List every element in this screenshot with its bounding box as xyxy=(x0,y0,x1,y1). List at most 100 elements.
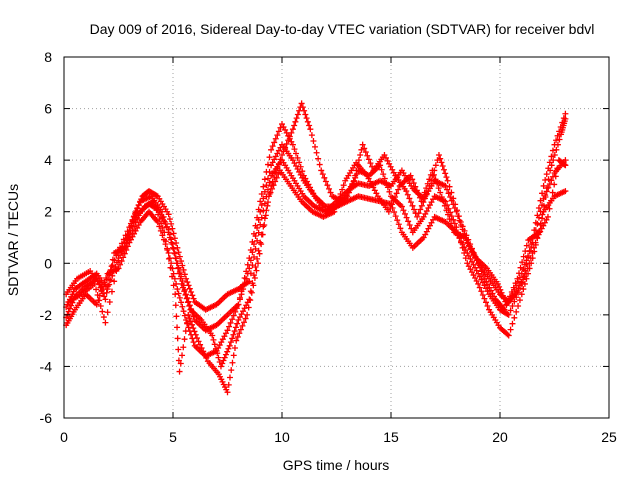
series-track-4 xyxy=(63,100,569,370)
data-point xyxy=(498,289,505,296)
data-point xyxy=(134,205,141,212)
data-point xyxy=(180,308,187,315)
data-point xyxy=(293,115,300,122)
data-point xyxy=(201,351,208,358)
data-point xyxy=(181,271,188,278)
data-point xyxy=(551,181,558,188)
data-point xyxy=(245,304,252,311)
data-point xyxy=(165,211,172,218)
data-point xyxy=(484,303,491,310)
data-point xyxy=(279,151,285,158)
data-point xyxy=(210,336,217,343)
data-point xyxy=(261,188,268,195)
data-point xyxy=(97,303,104,310)
data-point xyxy=(301,107,308,114)
data-point xyxy=(178,299,185,306)
data-point xyxy=(381,175,388,182)
data-point xyxy=(174,335,181,342)
data-point xyxy=(231,345,238,352)
data-point xyxy=(442,182,449,189)
data-point xyxy=(255,229,262,236)
data-point xyxy=(447,193,454,200)
data-point xyxy=(269,185,276,192)
data-point xyxy=(236,294,243,301)
data-point xyxy=(261,221,268,228)
data-point xyxy=(175,290,182,297)
data-point xyxy=(494,280,501,287)
data-point xyxy=(523,242,530,249)
data-point xyxy=(437,189,444,196)
data-point xyxy=(243,268,250,275)
data-point xyxy=(554,132,561,139)
data-point xyxy=(423,185,430,192)
data-point xyxy=(170,230,177,237)
data-point xyxy=(291,146,298,153)
data-point xyxy=(173,260,180,267)
data-point xyxy=(435,151,442,158)
data-point xyxy=(215,354,222,361)
data-point xyxy=(230,312,237,319)
data-point xyxy=(481,295,488,302)
data-point xyxy=(415,210,422,217)
x-tick-label: 10 xyxy=(274,429,290,445)
data-point xyxy=(121,239,128,246)
data-point xyxy=(420,193,427,200)
data-point xyxy=(318,167,325,174)
data-point xyxy=(403,188,410,195)
data-point xyxy=(562,110,569,117)
data-point xyxy=(441,202,448,209)
data-point xyxy=(252,263,259,270)
data-point xyxy=(542,193,549,200)
data-point xyxy=(459,223,466,230)
data-point xyxy=(478,288,485,295)
data-point xyxy=(166,234,173,241)
data-point xyxy=(244,261,251,268)
data-point xyxy=(192,331,199,338)
data-point xyxy=(257,198,264,205)
data-point xyxy=(395,221,402,228)
data-point xyxy=(288,129,295,136)
data-point xyxy=(166,255,173,262)
data-point xyxy=(176,253,183,260)
data-point xyxy=(307,126,314,133)
data-point xyxy=(350,177,357,184)
data-point xyxy=(449,224,456,231)
data-point xyxy=(387,205,394,212)
data-point xyxy=(539,190,546,197)
data-point xyxy=(312,143,319,150)
data-point xyxy=(380,171,387,178)
data-point xyxy=(384,184,391,191)
data-point xyxy=(193,335,200,342)
data-point xyxy=(562,115,569,122)
data-point xyxy=(461,249,468,256)
data-point xyxy=(369,163,376,170)
data-point xyxy=(548,177,555,184)
data-point xyxy=(289,141,296,148)
data-point xyxy=(169,273,176,280)
data-point xyxy=(388,201,395,208)
data-point xyxy=(339,186,346,193)
x-tick-label: 20 xyxy=(492,429,508,445)
data-point xyxy=(299,168,306,175)
data-point xyxy=(552,173,559,180)
data-point xyxy=(106,298,113,305)
data-point xyxy=(108,288,115,295)
data-point xyxy=(246,265,253,272)
data-point xyxy=(269,143,276,150)
y-axis-label: SDTVAR / TECUs xyxy=(5,184,21,296)
data-point xyxy=(254,255,261,262)
data-point xyxy=(392,193,399,200)
data-point xyxy=(166,216,173,223)
data-point xyxy=(548,162,555,169)
data-point xyxy=(532,219,539,226)
data-point xyxy=(94,291,101,298)
data-point xyxy=(211,341,218,348)
data-point xyxy=(361,145,368,152)
data-point xyxy=(525,254,532,261)
data-point xyxy=(405,218,412,225)
data-point xyxy=(480,272,487,279)
data-point xyxy=(414,213,421,220)
data-point xyxy=(402,210,409,217)
data-point xyxy=(416,194,423,201)
data-point xyxy=(544,213,551,220)
